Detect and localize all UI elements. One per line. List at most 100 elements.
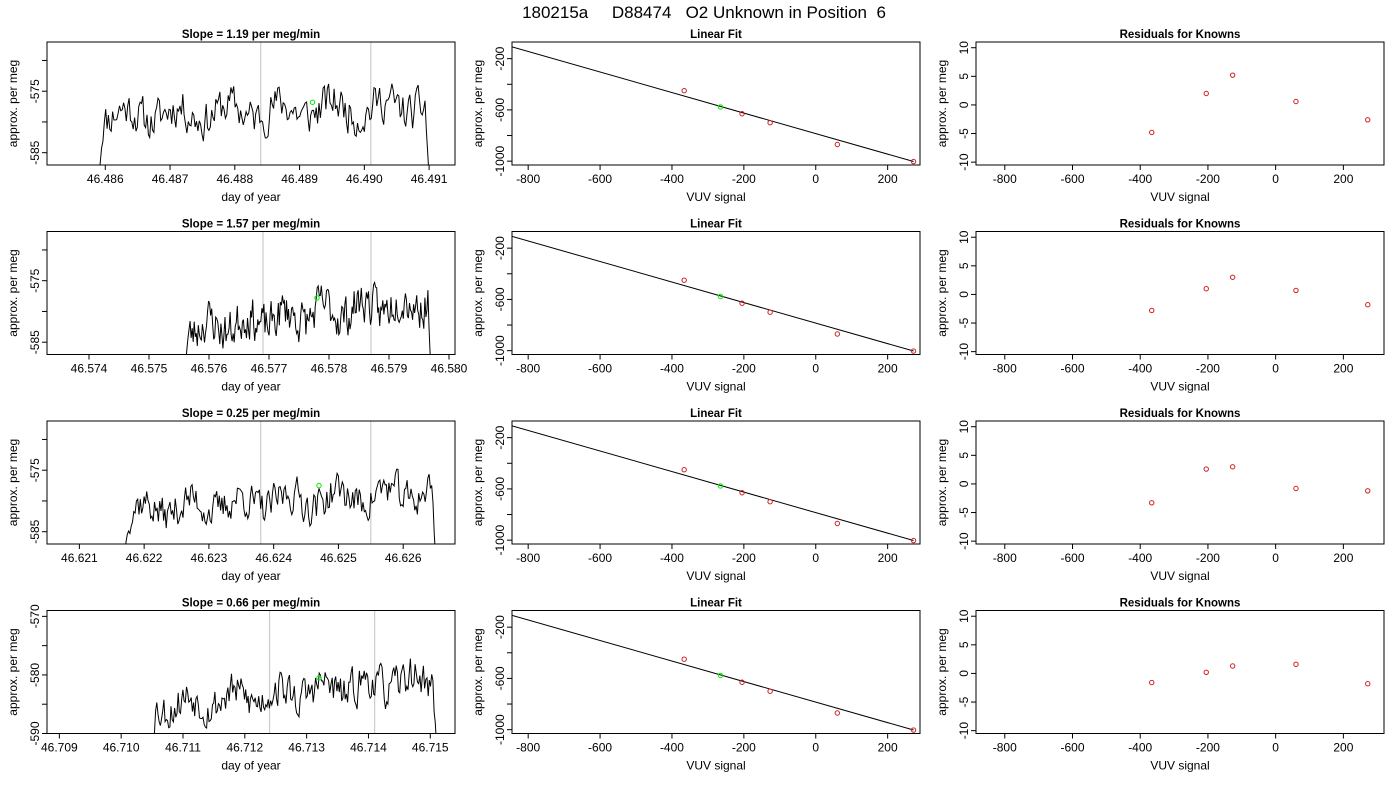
x-tick-label: 46.490 — [346, 172, 383, 186]
plot-frame — [46, 231, 456, 355]
y-tick-label: -1000 — [493, 714, 507, 745]
y-tick-label: -200 — [493, 236, 507, 260]
y-tick-label: -5 — [957, 128, 971, 139]
data-point — [1293, 98, 1299, 105]
x-tick-label: -400 — [1128, 741, 1152, 755]
x-axis-label: VUV signal — [686, 569, 745, 583]
fit-line — [512, 46, 914, 163]
y-axis-label: approx. per meg — [6, 628, 20, 715]
x-tick-label: -400 — [660, 741, 684, 755]
data-point — [1149, 307, 1155, 314]
panel-title: Slope = 0.25 per meg/min — [182, 408, 320, 420]
x-tick-label: -400 — [1128, 362, 1152, 376]
x-tick-label: -800 — [516, 551, 540, 565]
data-point — [681, 656, 687, 662]
y-axis-label: approx. per meg — [935, 249, 949, 336]
data-point — [1149, 500, 1155, 506]
x-tick-label: 200 — [878, 551, 898, 565]
x-axis-label: VUV signal — [686, 380, 745, 394]
x-tick-label: -800 — [516, 741, 540, 755]
x-tick-label: 200 — [878, 172, 898, 186]
data-point — [1365, 681, 1371, 687]
y-tick-label: 10 — [957, 420, 971, 434]
series-line — [99, 83, 429, 165]
y-tick-label: -585 — [28, 140, 42, 164]
x-tick-label: -200 — [1196, 551, 1220, 565]
x-tick-label: 46.577 — [251, 362, 288, 376]
y-tick-label: -600 — [493, 666, 507, 690]
panel-title: Slope = 0.66 per meg/min — [182, 598, 320, 610]
y-tick-label: -10 — [957, 343, 971, 361]
data-point — [910, 348, 917, 354]
x-tick-label: 46.580 — [431, 362, 468, 376]
x-tick-label: 46.626 — [385, 551, 422, 565]
x-tick-label: -200 — [732, 551, 756, 565]
y-tick-label: -1000 — [493, 145, 507, 176]
x-tick-label: -800 — [993, 741, 1017, 755]
x-tick-label: 200 — [1333, 362, 1353, 376]
y-axis-label: approx. per meg — [935, 60, 949, 147]
x-tick-label: 0 — [812, 551, 819, 565]
panel-timeseries-2: 46.574 46.575 46.576 46.577 46.578 46.579 46.5… — [6, 219, 468, 394]
y-tick-label: 0 — [957, 291, 971, 298]
x-tick-label: -600 — [588, 362, 612, 376]
y-tick-label: -200 — [493, 615, 507, 639]
x-tick-label: -400 — [1128, 172, 1152, 186]
x-tick-label: 46.486 — [87, 172, 124, 186]
data-point — [767, 499, 773, 505]
x-tick-label: 46.575 — [131, 362, 168, 376]
plot-area — [1149, 464, 1371, 506]
x-tick-label: 0 — [812, 362, 819, 376]
x-tick-label: 46.714 — [350, 741, 387, 755]
x-tick-label: 46.623 — [191, 551, 228, 565]
series-line — [153, 658, 437, 734]
x-tick-label: -200 — [1196, 741, 1220, 755]
y-tick-label: -600 — [493, 477, 507, 501]
x-tick-label: 46.488 — [216, 172, 253, 186]
x-tick-label: 200 — [878, 741, 898, 755]
x-tick-label: -800 — [516, 362, 540, 376]
x-axis-label: day of year — [221, 759, 280, 773]
x-tick-label: -600 — [1060, 741, 1084, 755]
x-tick-label: 46.487 — [152, 172, 189, 186]
y-tick-label: -10 — [957, 153, 971, 171]
y-tick-label: 5 — [957, 641, 971, 648]
data-point — [1203, 286, 1209, 292]
y-tick-label: -5 — [957, 696, 971, 707]
y-tick-label: -585 — [28, 519, 42, 543]
x-tick-label: -200 — [732, 362, 756, 376]
x-tick-label: 46.625 — [320, 551, 357, 565]
x-tick-label: -400 — [660, 551, 684, 565]
data-point — [910, 727, 917, 733]
y-tick-label: 10 — [957, 41, 971, 55]
y-tick-label: -570 — [28, 604, 42, 628]
plot-area — [512, 235, 917, 354]
plot-frame — [975, 41, 1385, 166]
x-tick-label: 0 — [1272, 741, 1279, 755]
data-point — [1229, 663, 1236, 669]
plot-area — [153, 610, 437, 734]
fit-line — [512, 614, 914, 731]
panel-title: Residuals for Knowns — [1120, 408, 1241, 420]
plot-frame — [511, 420, 921, 545]
x-tick-label: -600 — [1060, 172, 1084, 186]
y-tick-label: -580 — [28, 663, 42, 687]
y-axis-label: approx. per meg — [471, 439, 485, 526]
panel-fit-3: -800 -600 -400 -200 0 200 -200 -600 -1000 Linear … — [471, 408, 921, 583]
series-line — [125, 468, 436, 544]
y-tick-label: -575 — [28, 458, 42, 482]
x-axis-label: VUV signal — [1150, 380, 1209, 394]
x-tick-label: -600 — [588, 551, 612, 565]
plot-frame — [46, 41, 456, 166]
panel-fit-4: -800 -600 -400 -200 0 200 -200 -600 -1000 Linear … — [471, 598, 921, 773]
x-tick-label: -200 — [1196, 362, 1220, 376]
plot-area — [1149, 72, 1371, 136]
plot-area — [512, 425, 917, 544]
unknown-marker — [316, 675, 322, 681]
data-point — [681, 87, 687, 94]
unknown-marker — [316, 482, 322, 489]
y-tick-label: -10 — [957, 532, 971, 550]
plot-frame — [975, 231, 1385, 355]
unknown-point — [717, 483, 724, 489]
